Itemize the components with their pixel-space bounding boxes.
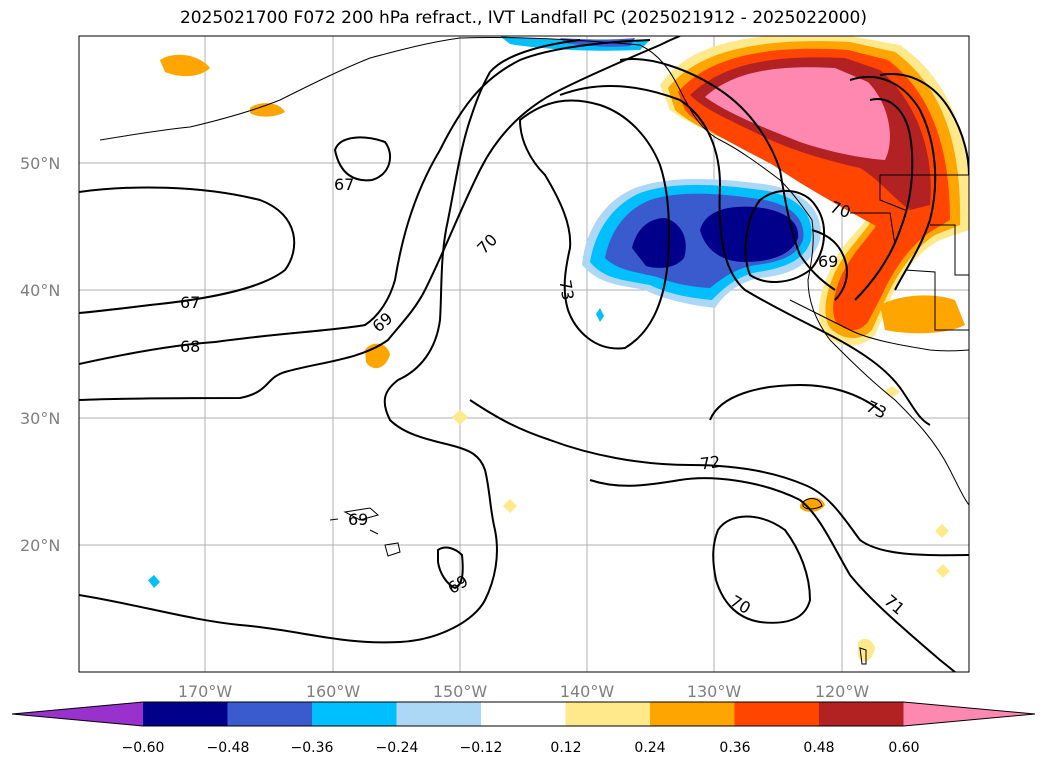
colorbar-tick: 0.60	[888, 740, 919, 756]
lon-label-160w: 160°W	[306, 682, 361, 701]
contour-label: 72	[699, 452, 722, 474]
lon-label-130w: 130°W	[687, 682, 742, 701]
contour-label: 70	[727, 591, 754, 618]
colorbar-cell	[650, 702, 735, 726]
contour-label: 68	[180, 337, 200, 356]
gridlines	[79, 36, 969, 672]
colorbar-tick: 0.24	[634, 740, 665, 756]
colorbar-tick: −0.12	[460, 740, 503, 756]
contour-label: 69	[818, 252, 838, 271]
contour-label: 69	[444, 571, 471, 598]
longitude-labels: 170°W 160°W 150°W 140°W 130°W 120°W	[178, 682, 870, 701]
lat-label-20n: 20°N	[20, 536, 60, 555]
contour-label: 69	[369, 308, 397, 336]
colorbar-tick: −0.60	[122, 740, 165, 756]
contour-label: 69	[348, 510, 368, 529]
colorbar-tick: −0.48	[207, 740, 250, 756]
colorbar-ticks: −0.60 −0.48 −0.36 −0.24 −0.12 0.12 0.24 …	[122, 740, 920, 756]
lat-label-50n: 50°N	[20, 154, 60, 173]
colorbar-tick: 0.36	[719, 740, 750, 756]
colorbar-cell	[396, 702, 482, 726]
latitude-labels: 50°N 40°N 30°N 20°N	[20, 154, 60, 555]
colorbar-cell	[565, 702, 651, 726]
colorbar-extend-high	[903, 702, 1035, 726]
colorbar-extend-low	[12, 702, 143, 726]
refractivity-contours	[79, 36, 969, 672]
lon-label-140w: 140°W	[560, 682, 615, 701]
lon-label-120w: 120°W	[815, 682, 870, 701]
contour-label: 73	[555, 278, 577, 301]
lon-label-170w: 170°W	[178, 682, 233, 701]
lon-label-150w: 150°W	[433, 682, 488, 701]
colorbar-cells	[11, 701, 1036, 727]
contour-label: 67	[180, 293, 200, 312]
map-area: 67 67 68 69 70 73 70 69 73 72 69 69 70 7…	[79, 36, 969, 672]
lat-label-30n: 30°N	[20, 409, 60, 428]
colorbar-cell	[312, 702, 397, 726]
colorbar: −0.60 −0.48 −0.36 −0.24 −0.12 0.12 0.24 …	[11, 701, 1036, 756]
colorbar-tick: 0.12	[550, 740, 581, 756]
colorbar-cell	[143, 702, 228, 726]
contour-label: 71	[881, 591, 909, 619]
contour-label: 70	[473, 230, 501, 258]
colorbar-cell	[227, 702, 313, 726]
coastlines	[99, 36, 969, 665]
colorbar-outline	[11, 701, 1036, 727]
map-frame	[78, 35, 970, 673]
colorbar-tick: −0.36	[291, 740, 334, 756]
colorbar-cell	[734, 702, 820, 726]
colorbar-cell	[481, 702, 566, 726]
positive-anomaly-region	[160, 36, 969, 662]
colorbar-tick: −0.24	[376, 740, 419, 756]
colorbar-cell	[819, 702, 904, 726]
map-title: 2025021700 F072 200 hPa refract., IVT La…	[179, 8, 867, 28]
colorbar-tick: 0.48	[803, 740, 834, 756]
contour-label: 67	[334, 175, 354, 194]
lat-label-40n: 40°N	[20, 281, 60, 300]
negative-anomaly-region	[148, 36, 821, 588]
